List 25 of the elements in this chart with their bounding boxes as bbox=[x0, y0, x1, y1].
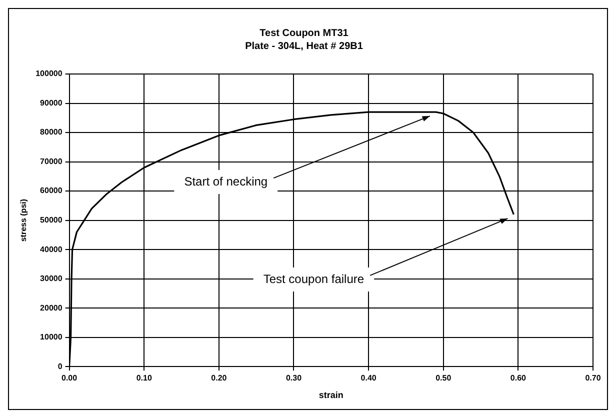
y-axis-title: stress (psi) bbox=[19, 198, 28, 242]
x-tick-label: 0.30 bbox=[286, 374, 302, 383]
annotation: Test coupon failure bbox=[263, 272, 364, 286]
y-tick-label: 90000 bbox=[40, 98, 63, 108]
x-axis-title: strain bbox=[318, 390, 344, 400]
annotation: Start of necking bbox=[184, 174, 268, 188]
y-tick-label: 80000 bbox=[40, 128, 63, 137]
y-tick-label: 60000 bbox=[40, 186, 63, 196]
y-tick-label: 20000 bbox=[40, 303, 63, 312]
y-tick-label: 50000 bbox=[40, 216, 63, 225]
x-tick-label: 0.60 bbox=[510, 374, 527, 383]
y-tick-label: 70000 bbox=[40, 156, 63, 166]
y-tick-label: 30000 bbox=[40, 274, 63, 284]
chart-subtitle: Plate - 304L, Heat # 29B1 bbox=[245, 40, 364, 52]
x-tick-label: 0.50 bbox=[436, 374, 452, 383]
x-tick-label: 0.00 bbox=[62, 374, 78, 383]
x-tick-label: 0.40 bbox=[360, 374, 377, 383]
x-tick-label: 0.70 bbox=[585, 374, 602, 383]
chart-title: Test Coupon MT31 bbox=[260, 28, 349, 39]
y-tick-label: 0 bbox=[58, 362, 63, 371]
y-tick-label: 10000 bbox=[40, 332, 63, 342]
x-tick-label: 0.10 bbox=[136, 374, 152, 383]
y-tick-label: 40000 bbox=[40, 244, 63, 254]
y-tick-label: 100000 bbox=[36, 69, 63, 78]
x-tick-label: 0.20 bbox=[211, 374, 228, 383]
